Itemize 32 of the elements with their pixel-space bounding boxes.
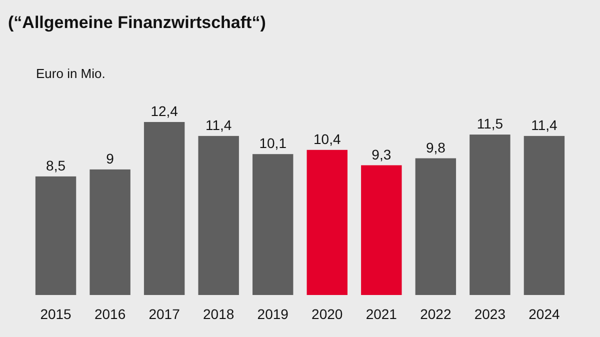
x-tick-label: 2021	[366, 306, 398, 322]
bar	[252, 154, 294, 295]
data-label: 11,5	[476, 116, 504, 132]
x-tick-label: 2015	[40, 306, 72, 322]
data-label: 9,3	[372, 146, 392, 162]
bar	[415, 158, 456, 295]
bar	[144, 122, 185, 295]
data-label: 10,1	[259, 135, 287, 152]
data-label: 11,4	[205, 116, 232, 133]
data-label: 9	[106, 150, 114, 166]
x-tick-label: 2017	[148, 306, 180, 322]
bar	[470, 134, 510, 295]
bar	[306, 150, 348, 295]
data-label: 10,4	[314, 130, 341, 147]
data-label: 12,4	[150, 103, 178, 119]
bar	[90, 169, 130, 295]
y-axis-title: Euro in Mio.	[36, 66, 106, 81]
data-label: 9,8	[426, 139, 446, 156]
bar	[198, 136, 239, 295]
x-tick-label: 2016	[94, 306, 126, 322]
x-tick-label: 2023	[474, 306, 506, 322]
chart-title: (“Allgemeine Finanzwirtschaft“)	[8, 13, 266, 32]
x-tick-label: 2022	[420, 306, 452, 322]
bar	[361, 165, 402, 295]
bar	[35, 176, 76, 295]
x-tick-label: 2019	[257, 306, 289, 322]
data-label: 8,5	[46, 157, 66, 174]
x-tick-label: 2020	[312, 306, 343, 322]
x-tick-label: 2018	[203, 306, 234, 322]
data-label: 11,4	[531, 116, 558, 133]
bar	[524, 136, 565, 295]
x-tick-label: 2024	[528, 306, 560, 322]
